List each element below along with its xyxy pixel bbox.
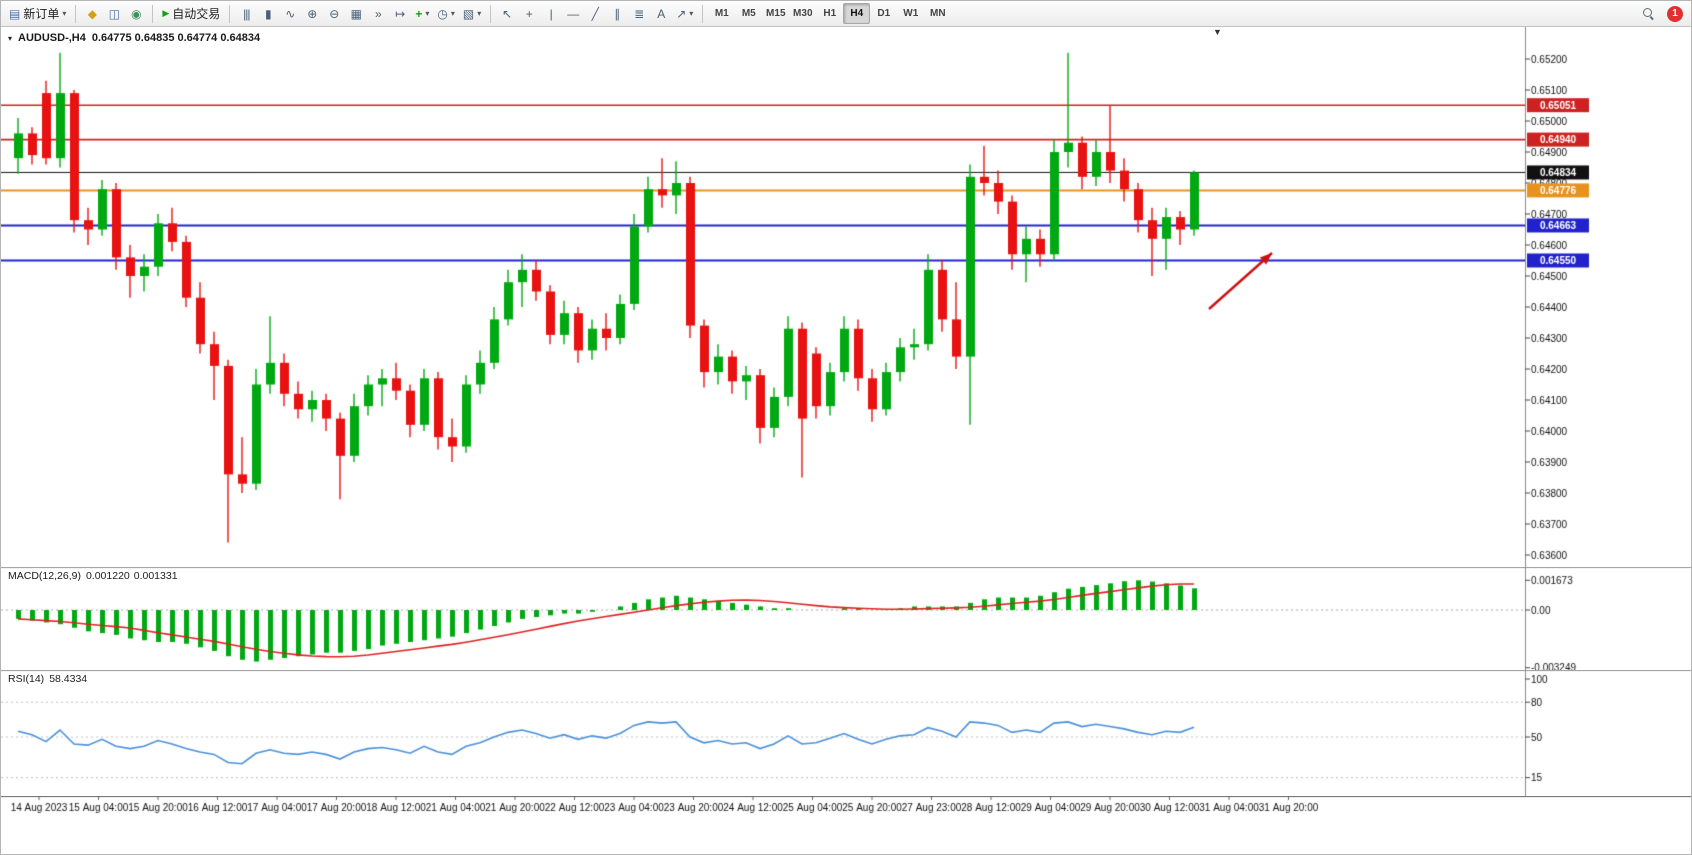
chevron-down-icon: ▾ — [689, 9, 694, 18]
rsi-indicator-label: RSI(14) 58.4334 — [8, 673, 87, 685]
new-order-icon: ▤ — [9, 6, 21, 21]
zoom-in-button[interactable]: ⊕ — [301, 3, 323, 24]
one-click-trading-icon[interactable]: ▾ — [8, 33, 13, 43]
data-window-icon: ◫ — [108, 6, 121, 21]
chart-shift-button[interactable]: ↦ — [389, 3, 411, 24]
tile-windows-icon: ▦ — [350, 6, 362, 21]
chevron-down-icon: ▾ — [450, 9, 455, 18]
toolbar-separator — [75, 4, 77, 23]
notification-badge[interactable]: 1 — [1667, 5, 1683, 22]
vertical-line-icon: | — [549, 6, 553, 21]
chevron-down-icon: ▾ — [477, 9, 482, 18]
toolbar-separator — [702, 4, 704, 23]
autotrading-button[interactable]: ▶ 自动交易 — [158, 3, 224, 24]
vertical-line-button[interactable]: | — [540, 3, 562, 24]
zoom-out-icon: ⊖ — [329, 6, 340, 21]
fibonacci-icon: ≣ — [634, 6, 645, 21]
crosshair-button[interactable]: + — [518, 3, 540, 24]
toolbar-separator — [152, 4, 154, 23]
horizontal-line-icon: — — [567, 6, 580, 21]
chevron-down-icon: ▾ — [425, 9, 430, 18]
rsi-name: RSI(14) — [8, 673, 45, 685]
horizontal-line-button[interactable]: — — [562, 3, 584, 24]
autotrading-play-icon: ▶ — [162, 8, 170, 18]
chart-shift-marker-icon[interactable]: ▼ — [1213, 27, 1222, 37]
search-button[interactable] — [1637, 3, 1659, 24]
macd-indicator-label: MACD(12,26,9) 0.001220 0.001331 — [8, 570, 178, 582]
macd-main-value: 0.001220 — [85, 570, 130, 582]
channel-button[interactable]: ∥ — [606, 3, 628, 24]
timeframe-mn-button[interactable]: MN — [924, 3, 951, 24]
indicators-plus-icon: + — [415, 6, 423, 21]
arrow-tool-icon: ↗ — [676, 6, 687, 21]
auto-scroll-icon: » — [374, 6, 382, 21]
bars-chart-icon: ||| — [243, 6, 250, 21]
timeframe-h1-button[interactable]: H1 — [816, 3, 843, 24]
cursor-arrow-icon: ↖ — [502, 6, 513, 21]
auto-scroll-button[interactable]: » — [367, 3, 389, 24]
timeframe-m5-button[interactable]: M5 — [735, 3, 762, 24]
channel-icon: ∥ — [614, 6, 621, 21]
timeframe-h4-button[interactable]: H4 — [843, 3, 871, 24]
zoom-in-icon: ⊕ — [307, 6, 318, 21]
macd-name: MACD(12,26,9) — [8, 570, 81, 582]
timeframe-d1-button[interactable]: D1 — [870, 3, 897, 24]
line-chart-button[interactable]: ∿ — [279, 3, 301, 24]
text-button[interactable]: A — [650, 3, 672, 24]
timeframe-w1-button[interactable]: W1 — [897, 3, 924, 24]
candlestick-chart-button[interactable]: ▮ — [257, 3, 279, 24]
new-order-button[interactable]: ▤ 新订单 ▾ — [5, 3, 70, 24]
timeframe-m1-button[interactable]: M1 — [708, 3, 735, 24]
symbol-period-label: AUDUSD-,H4 — [18, 32, 86, 44]
chevron-down-icon: ▾ — [62, 9, 67, 18]
timeframe-m30-button[interactable]: M30 — [789, 3, 816, 24]
line-chart-icon: ∿ — [285, 6, 296, 21]
toolbar-separator — [229, 4, 231, 23]
template-icon: ▧ — [462, 6, 475, 21]
chart-title: ▾ AUDUSD-,H4 0.64775 0.64835 0.64774 0.6… — [8, 32, 260, 44]
periods-button[interactable]: ◷ ▾ — [433, 3, 459, 24]
rsi-panel-canvas[interactable] — [1, 670, 1691, 796]
data-window-button[interactable]: ◫ — [103, 3, 125, 24]
chart-shift-icon: ↦ — [395, 6, 406, 21]
cursor-button[interactable]: ↖ — [496, 3, 518, 24]
time-axis[interactable] — [1, 796, 1691, 820]
templates-button[interactable]: ▧ ▾ — [459, 3, 485, 24]
new-order-label: 新订单 — [23, 7, 60, 21]
timeframe-m15-button[interactable]: M15 — [762, 3, 789, 24]
search-icon — [1642, 8, 1654, 19]
text-icon: A — [657, 6, 666, 21]
main-chart-canvas[interactable] — [1, 27, 1691, 567]
crosshair-icon: + — [525, 6, 533, 21]
toolbar: ▤ 新订单 ▾ ◆ ◫ ◉ ▶ 自动交易 ||| ▮ ∿ ⊕ ⊖ ▦» ↦ + ▾ ◷ ▾ ▧ ▾ ↖ + | —… — [1, 1, 1691, 27]
candlestick-chart-icon: ▮ — [265, 6, 272, 21]
macd-signal-value: 0.001331 — [133, 570, 178, 582]
navigator-button[interactable]: ◉ — [125, 3, 147, 24]
trendline-icon: ╱ — [591, 6, 599, 21]
metaeditor-icon: ◆ — [87, 6, 97, 21]
arrow-tool-button[interactable]: ↗ ▾ — [672, 3, 697, 24]
fibonacci-button[interactable]: ≣ — [628, 3, 650, 24]
macd-panel-canvas[interactable] — [1, 567, 1691, 670]
metaeditor-button[interactable]: ◆ — [81, 3, 103, 24]
autotrading-label: 自动交易 — [172, 7, 221, 21]
navigator-icon: ◉ — [131, 6, 142, 21]
tile-windows-button[interactable]: ▦ — [345, 3, 367, 24]
zoom-out-button[interactable]: ⊖ — [323, 3, 345, 24]
clock-icon: ◷ — [437, 6, 448, 21]
ohlc-values: 0.64775 0.64835 0.64774 0.64834 — [91, 32, 261, 44]
indicators-button[interactable]: + ▾ — [411, 3, 433, 24]
bottom-margin — [1, 820, 1691, 854]
trendline-button[interactable]: ╱ — [584, 3, 606, 24]
rsi-value: 58.4334 — [49, 673, 88, 685]
bars-chart-button[interactable]: ||| — [235, 3, 257, 24]
toolbar-separator — [490, 4, 492, 23]
